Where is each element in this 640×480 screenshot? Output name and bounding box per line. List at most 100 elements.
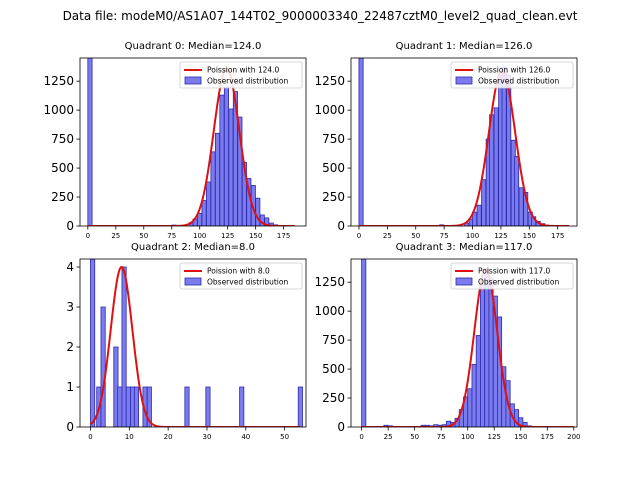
x-tick-label: 50 [280, 433, 289, 441]
legend-box [179, 262, 303, 290]
histogram-bar [146, 386, 152, 427]
axes-frame [79, 258, 307, 428]
histogram-bar [184, 386, 190, 427]
histogram-bar [125, 386, 131, 427]
y-tick-label: 750 [322, 333, 345, 347]
x-tick-label: 25 [383, 232, 392, 240]
histogram-bar [206, 181, 212, 226]
y-tick-label: 1000 [314, 304, 345, 318]
x-tick-label: 175 [551, 232, 564, 240]
x-tick-label: 175 [277, 232, 290, 240]
axes-frame [350, 258, 578, 428]
histogram-bar [358, 58, 364, 226]
histogram-bar [471, 364, 477, 427]
y-tick-label: 500 [322, 362, 345, 376]
x-tick-label: 0 [357, 232, 361, 240]
histogram-bar [210, 151, 216, 226]
quadrant-3-panel: Quadrant 3: Median=117.0 0 25 50 75 100 125 150… [314, 242, 580, 441]
poisson-curve [87, 67, 295, 226]
plot-area [361, 259, 574, 427]
x-tick-label: 100 [193, 232, 206, 240]
histogram-bar [493, 107, 499, 226]
x-tick-label: 150 [514, 433, 527, 441]
y-tick-label: 750 [322, 132, 345, 146]
x-tick-label: 125 [221, 232, 234, 240]
histogram-bar [518, 187, 524, 226]
x-tick-label: 0 [86, 232, 90, 240]
legend-bar-label: Observed distribution [478, 77, 559, 86]
y-tick-label: 250 [322, 190, 345, 204]
histogram-bar [90, 259, 96, 427]
panel-title: Quadrant 2: Median=8.0 [131, 242, 255, 253]
y-tick-label: 750 [51, 132, 74, 146]
legend-bar-label: Observed distribution [478, 278, 559, 287]
y-tick-label: 500 [51, 161, 74, 175]
histogram-bar [87, 58, 93, 226]
legend-box [179, 61, 303, 89]
panel-title: Quadrant 3: Median=117.0 [396, 242, 533, 253]
poisson-curve [89, 266, 301, 427]
legend-curve-label: Poission with 117.0 [478, 267, 551, 276]
y-tick-label: 0 [337, 219, 345, 233]
histogram-bar [214, 132, 221, 226]
legend-bar-swatch [184, 277, 202, 286]
y-tick-label: 4 [66, 260, 74, 274]
histogram-bar [239, 386, 245, 427]
legend-curve-label: Poission with 126.0 [478, 66, 551, 75]
y-tick-label: 0 [66, 420, 74, 434]
x-tick-label: 50 [411, 232, 420, 240]
panel-title: Quadrant 0: Median=124.0 [125, 41, 262, 52]
poisson-curve [358, 69, 570, 226]
plot-area [358, 58, 570, 226]
y-tick-label: 2 [66, 340, 74, 354]
y-tick-label: 0 [337, 420, 345, 434]
histogram-bar [514, 156, 520, 226]
legend-bar-swatch [184, 76, 202, 85]
histogram-bar [480, 284, 486, 427]
legend-bar-swatch [455, 76, 473, 85]
x-tick-label: 125 [494, 232, 507, 240]
x-tick-label: 0 [88, 433, 92, 441]
legend-bar-label: Observed distribution [207, 278, 288, 287]
histogram-bar [228, 108, 234, 226]
panel-title: Quadrant 1: Median=126.0 [396, 41, 533, 52]
histogram-bar [475, 335, 481, 427]
histogram-bar [117, 386, 123, 427]
histogram-bar [201, 200, 207, 226]
quadrant-2-panel: Quadrant 2: Median=8.0 0 10 20 30 40 50 0 1 2 3 4 Po… [66, 242, 307, 441]
x-tick-label: 100 [466, 232, 479, 240]
figure-title: Data file: modeM0/AS1A07_144T02_90000033… [63, 9, 578, 23]
x-tick-label: 75 [437, 433, 446, 441]
axes-frame [350, 57, 578, 227]
legend-curve-label: Poission with 8.0 [207, 267, 270, 276]
legend-bar-label: Observed distribution [207, 77, 288, 86]
histogram-bar [297, 386, 303, 427]
legend-box [450, 262, 574, 290]
x-tick-label: 100 [461, 433, 474, 441]
y-tick-label: 1250 [314, 275, 345, 289]
histogram-bar [133, 386, 140, 427]
legend-curve-label: Poission with 124.0 [207, 66, 280, 75]
plot-area [89, 259, 303, 427]
x-tick-label: 30 [203, 433, 212, 441]
legend-bar-swatch [455, 277, 473, 286]
histogram-bar [361, 259, 367, 427]
y-tick-label: 0 [66, 219, 74, 233]
y-tick-label: 500 [322, 161, 345, 175]
x-tick-label: 50 [410, 433, 419, 441]
plot-area [87, 58, 295, 226]
x-tick-label: 40 [241, 433, 250, 441]
y-tick-label: 250 [51, 190, 74, 204]
x-tick-label: 75 [167, 232, 176, 240]
histogram-bar [223, 86, 229, 226]
x-tick-label: 25 [111, 232, 120, 240]
y-tick-label: 1 [66, 380, 74, 394]
legend-box [450, 61, 574, 89]
x-tick-label: 20 [164, 433, 173, 441]
y-tick-label: 1250 [314, 74, 345, 88]
x-tick-label: 150 [249, 232, 262, 240]
histogram-bar [481, 179, 487, 226]
axes-frame [79, 57, 307, 227]
quadrant-1-panel: Quadrant 1: Median=126.0 0 25 50 75 100 125 150… [314, 41, 578, 240]
